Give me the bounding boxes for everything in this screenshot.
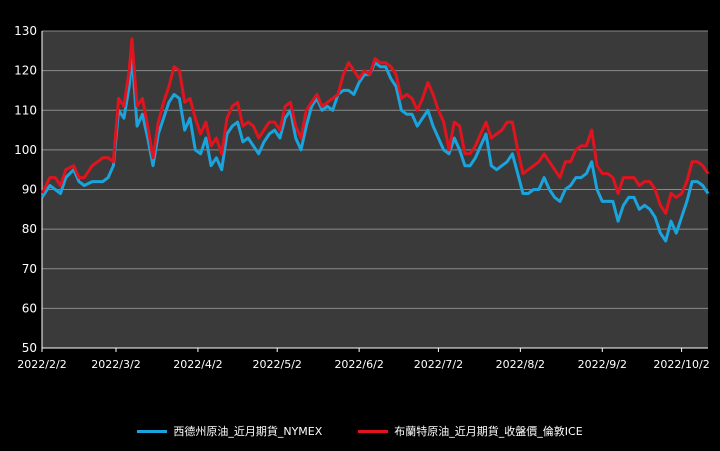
y-tick-label-3: 80 — [22, 222, 37, 236]
x-tick-label-4: 2022/6/2 — [334, 358, 383, 371]
x-tick-label-8: 2022/10/2 — [653, 358, 709, 371]
legend: 西德州原油_近月期貨_NYMEX 布蘭特原油_近月期貨_收盤價_倫敦ICE — [0, 421, 720, 441]
legend-label-brent: 布蘭特原油_近月期貨_收盤價_倫敦ICE — [394, 425, 583, 438]
y-tick-label-1: 60 — [22, 301, 37, 315]
y-tick-label-8: 130 — [14, 24, 37, 38]
y-tick-label-2: 70 — [22, 262, 37, 276]
x-tick-label-3: 2022/5/2 — [253, 358, 302, 371]
y-tick-label-0: 50 — [22, 341, 37, 355]
legend-swatch-brent — [358, 429, 389, 433]
y-tick-label-5: 100 — [14, 143, 37, 157]
x-tick-label-2: 2022/4/2 — [173, 358, 222, 371]
x-tick-label-0: 2022/2/2 — [17, 358, 66, 371]
legend-item-wti: 西德州原油_近月期貨_NYMEX — [137, 421, 322, 441]
line-chart: 50 60 70 80 90 100 110 120 130 2022/2/2 2022/3/2 20… — [14, 24, 710, 371]
y-tick-label-4: 90 — [22, 183, 37, 197]
x-tick-label-5: 2022/7/2 — [414, 358, 463, 371]
legend-swatch-wti — [137, 429, 168, 433]
series-line-brent — [40, 37, 710, 215]
x-tick-label-1: 2022/3/2 — [91, 358, 140, 371]
x-tick-label-7: 2022/9/2 — [578, 358, 627, 371]
x-tick-label-6: 2022/8/2 — [496, 358, 545, 371]
series-line-wti — [40, 53, 710, 243]
y-tick-label-7: 120 — [14, 64, 37, 78]
legend-label-wti: 西德州原油_近月期貨_NYMEX — [173, 425, 323, 438]
y-tick-label-6: 110 — [14, 103, 37, 117]
legend-item-brent: 布蘭特原油_近月期貨_收盤價_倫敦ICE — [358, 421, 583, 441]
